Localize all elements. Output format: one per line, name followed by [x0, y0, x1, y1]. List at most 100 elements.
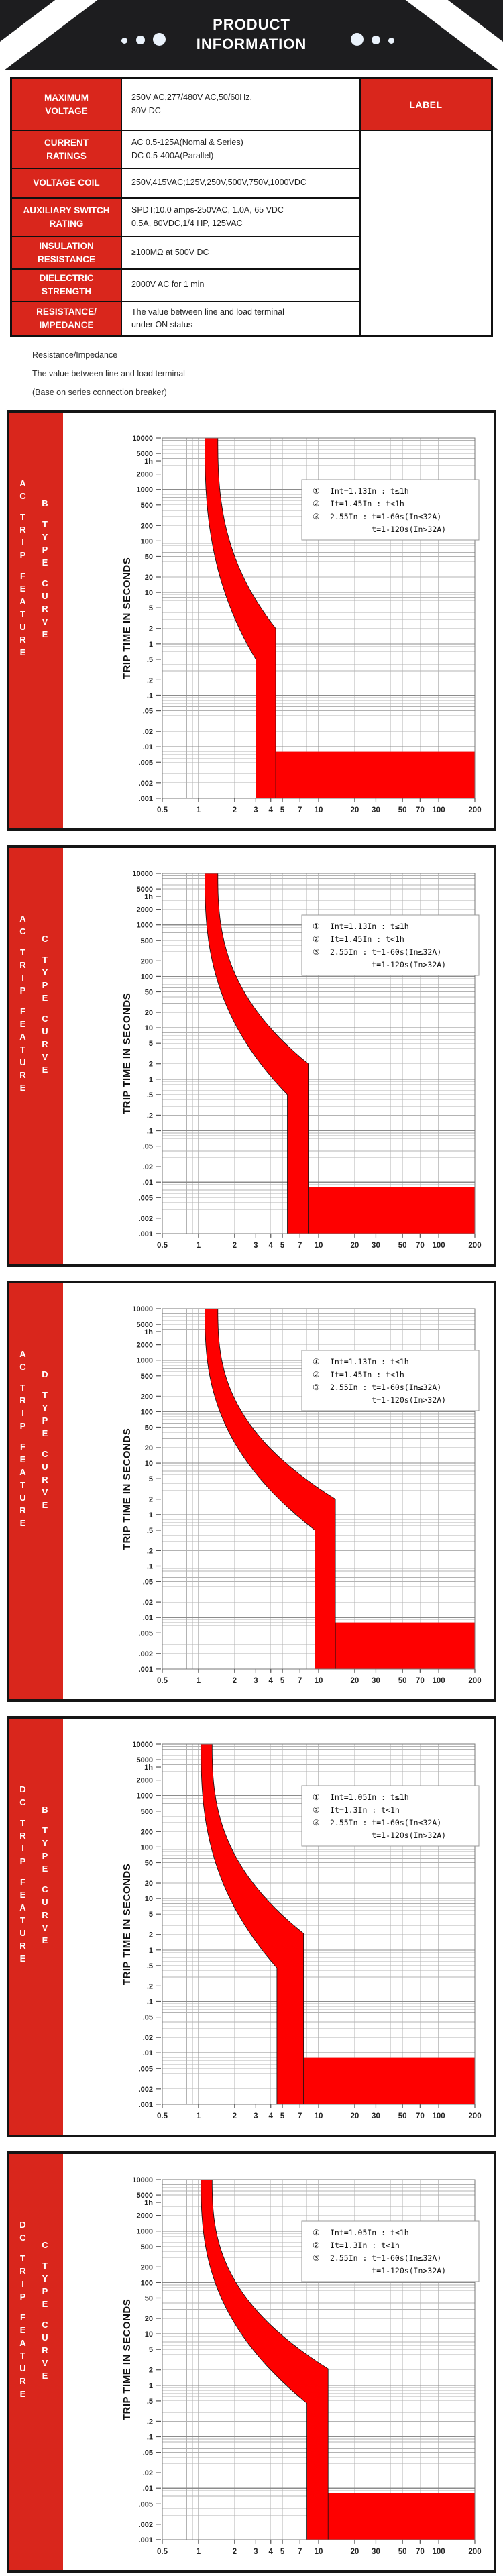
y-tick-label: .01 [143, 2049, 153, 2057]
spec-label-line: VOLTAGE [45, 105, 88, 116]
y-tick-label: .002 [139, 780, 153, 788]
y-tick-label: 10000 [132, 435, 153, 443]
x-tick-label: 4 [269, 2112, 274, 2121]
y-tick-label: .01 [143, 1614, 153, 1622]
x-tick-label: 30 [372, 1242, 380, 1250]
y-tick-label: 500 [141, 2243, 153, 2251]
x-tick-label: 20 [351, 2112, 359, 2121]
y-tick-label: .001 [139, 1666, 153, 1674]
dot-icon [351, 33, 364, 46]
y-axis-label: TRIP TIME IN SECONDS [121, 557, 133, 679]
legend-number: ① [313, 486, 320, 496]
spec-label-line: IMPEDANCE [39, 319, 94, 330]
x-tick-label: 1 [197, 806, 201, 814]
y-tick-label: .02 [143, 1599, 153, 1607]
legend-box [301, 1785, 480, 1847]
y-tick-label: 200 [141, 1393, 153, 1401]
spec-value: AC 0.5-125A(Nomal & Series) DC 0.5-400A(P… [121, 129, 361, 169]
x-tick-label: 100 [432, 1677, 445, 1685]
y-tick-label: 50 [145, 553, 153, 561]
x-tick-label: 4 [269, 1677, 274, 1685]
chart-block-2: A C T R I P F E A T U R E C T Y P E C U R V E 10000 5000 1h 2000 10… [7, 845, 496, 1267]
dot-icon [388, 38, 394, 44]
y-tick-label: 500 [141, 1808, 153, 1816]
legend-number: ① [313, 922, 320, 931]
y-tick-label: .005 [139, 2065, 153, 2074]
y-tick-label: 1000 [137, 486, 153, 494]
spec-label-line: AUXILIARY SWITCH [23, 205, 110, 215]
trip-curve-charts: A C T R I P F E A T U R E B T Y P E C U R V E 10000 5000 1h 2000 10… [7, 410, 496, 2573]
y-tick-label: .002 [139, 1650, 153, 1658]
legend-box [301, 479, 480, 541]
x-tick-label: 7 [298, 806, 302, 814]
spec-value-line: AC 0.5-125A(Nomal & Series) [131, 138, 243, 148]
dot-icon [136, 36, 145, 44]
spec-value-line: 250V AC,277/480V AC,50/60Hz, [131, 93, 252, 103]
spec-value-line: The value between line and load terminal [131, 307, 284, 317]
spec-row: VOLTAGE COIL 250V,415VAC;125V,250V,500V,7… [10, 167, 492, 199]
x-tick-label: 3 [254, 806, 258, 814]
y-tick-label: .02 [143, 2469, 153, 2477]
spec-label-line: STRENGTH [41, 286, 92, 297]
x-tick-label: 10 [315, 806, 323, 814]
legend-number: ② [313, 1805, 320, 1815]
y-axis-label: TRIP TIME IN SECONDS [121, 1428, 133, 1550]
y-tick-label: 100 [141, 973, 153, 981]
spec-value-line: DC 0.5-400A(Parallel) [131, 150, 214, 160]
y-tick-label: 50 [145, 989, 153, 997]
y-tick-label: 1000 [137, 2228, 153, 2236]
instantaneous-trip-strip [276, 2057, 475, 2105]
page-title-line2: INFORMATION [196, 36, 307, 52]
x-tick-label: 100 [432, 2548, 445, 2556]
y-tick-label: 10000 [132, 870, 153, 878]
y-tick-label: 5 [149, 2346, 153, 2354]
spec-value-line: SPDT;10.0 amps-250VAC, 1.0A, 65 VDC [131, 205, 284, 215]
legend-line: Int=1.05In : t≤1h [330, 1792, 409, 1802]
spec-value-line: under ON status [131, 319, 193, 329]
note-line: Resistance/Impedance [32, 350, 118, 360]
x-tick-label: 50 [398, 806, 407, 814]
y-tick-label: 200 [141, 958, 153, 966]
spec-label-line: MAXIMUM [44, 93, 89, 103]
x-tick-label: 20 [351, 1677, 359, 1685]
x-tick-label: 20 [351, 2548, 359, 2556]
legend-line: 2.55In : t=1-60s(In≤32A) [330, 947, 441, 957]
spec-label-line: VOLTAGE COIL [33, 177, 100, 188]
x-tick-label: 2 [233, 1677, 237, 1685]
x-tick-label: 0.5 [157, 2548, 168, 2556]
y-tick-label: 5000 [137, 885, 153, 894]
y-tick-label: .01 [143, 743, 153, 751]
legend-number: ③ [313, 1383, 320, 1392]
y-tick-label: .1 [147, 2434, 153, 2442]
y-tick-label: .2 [147, 2418, 153, 2426]
y-tick-label: .005 [139, 1630, 153, 1638]
legend-line: Int=1.13In : t≤1h [330, 922, 409, 931]
x-tick-label: 200 [468, 1242, 481, 1250]
y-tick-label: 500 [141, 502, 153, 510]
x-tick-label: 1 [197, 1242, 201, 1250]
x-tick-label: 70 [416, 806, 425, 814]
y-tick-label: .5 [147, 2398, 153, 2406]
legend-line: t=1-120s(In>32A) [330, 1831, 446, 1840]
x-tick-label: 50 [398, 1242, 407, 1250]
chart-block-1: A C T R I P F E A T U R E B T Y P E C U R V E 10000 5000 1h 2000 10… [7, 410, 496, 832]
y-tick-label: 5000 [137, 2192, 153, 2200]
y-tick-label: 10 [145, 1460, 153, 1468]
y-tick-label: .5 [147, 1091, 153, 1099]
spec-table-wrapper: MAXIMUM VOLTAGE 250V AC,277/480V AC,50/60H… [10, 77, 493, 338]
x-tick-label: 200 [468, 2548, 481, 2556]
chart-block-4: D C T R I P F E A T U R E B T Y P E C U R V E 10000 5000 1h 2000 10… [7, 1716, 496, 2138]
y-tick-label: .005 [139, 759, 153, 767]
spec-label: MAXIMUM VOLTAGE [10, 77, 122, 131]
instantaneous-trip-strip [287, 1187, 475, 1234]
spec-row: RESISTANCE/IMPEDANCE The value between li… [10, 300, 492, 337]
y-tick-label: 2 [149, 1931, 153, 1939]
spec-row: CURRENT RATINGS AC 0.5-125A(Nomal & Series… [10, 129, 493, 337]
x-tick-label: 7 [298, 2548, 302, 2556]
